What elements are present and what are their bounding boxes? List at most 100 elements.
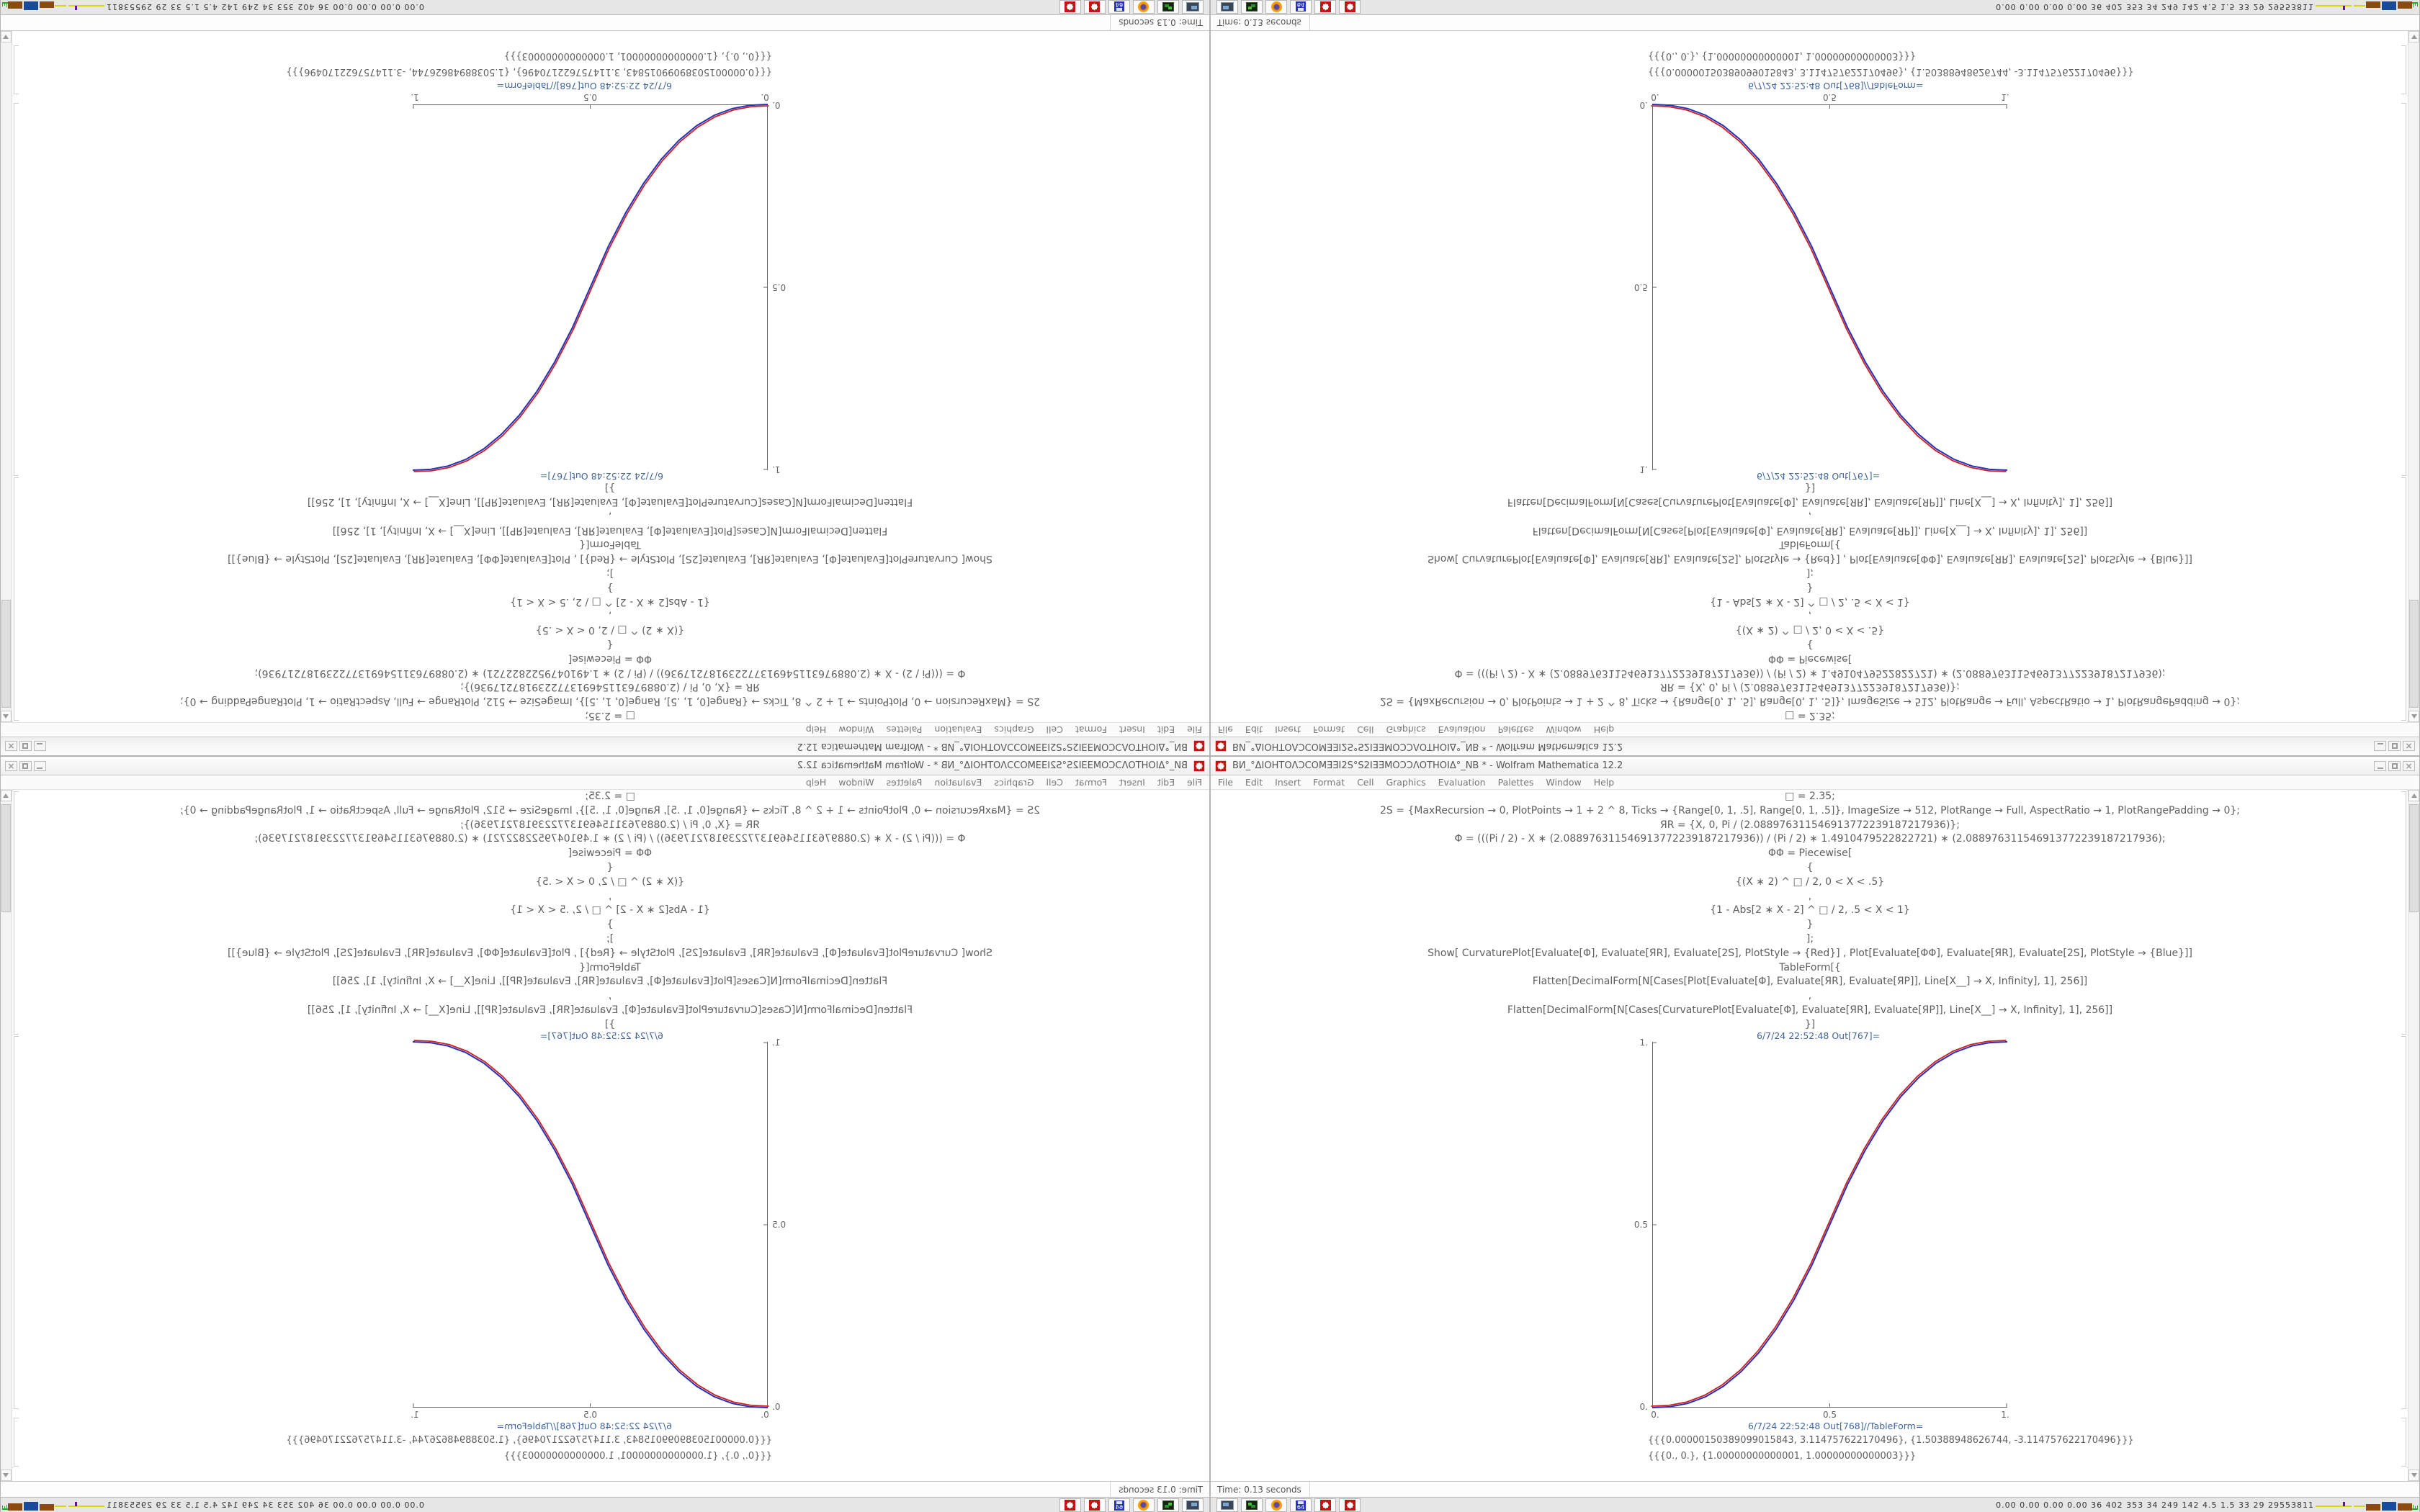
input-cell-line[interactable]: TableForm[{ — [579, 539, 641, 551]
minimize-button[interactable] — [2374, 741, 2386, 752]
input-cell-line[interactable]: TableForm[{ — [579, 961, 641, 973]
window-titlebar[interactable]: ВИ_°ΔIOHTOΛƆCOMƎƎI2S°S2IƎƎMOƆƆΛOTHOIΔ°_N… — [1211, 757, 2419, 775]
menu-cell[interactable]: Cell — [1046, 777, 1063, 788]
menu-edit[interactable]: Edit — [1157, 724, 1175, 735]
menu-graphics[interactable]: Graphics — [1386, 777, 1426, 788]
menu-file[interactable]: File — [1187, 777, 1202, 788]
taskbar-mathematica-button[interactable] — [1084, 1498, 1106, 1512]
input-cell-line[interactable]: Flatten[DecimalForm[N[Cases[Plot[Evaluat… — [332, 524, 888, 536]
taskbar-emulator-button[interactable] — [1241, 1498, 1263, 1512]
input-cell-line[interactable]: {1 - Abs[2 ∗ X - 2] ^ □ / 2, .5 < X < 1} — [510, 595, 710, 608]
input-cell-line[interactable]: 2S = {MaxRecursion → 0, PlotPoints → 1 +… — [1380, 696, 2240, 708]
input-cell-line[interactable]: ΦΦ = Piecewise[ — [1767, 652, 1852, 665]
input-cell-line[interactable]: } — [1806, 581, 1814, 593]
scroll-down-button[interactable] — [2408, 31, 2419, 42]
input-cell-line[interactable]: , — [1808, 510, 1812, 522]
menu-help[interactable]: Help — [805, 724, 827, 735]
input-cell[interactable]: □ = 2.35; 2S = {MaxRecursion → 0, PlotPo… — [11, 480, 1209, 722]
menu-graphics[interactable]: Graphics — [994, 777, 1034, 788]
window-titlebar[interactable]: ВИ_°ΔIOHTOΛƆCOMƎƎI2S°S2IƎƎMOƆƆΛOTHOIΔ°_N… — [1211, 737, 2419, 755]
menu-format[interactable]: Format — [1313, 777, 1345, 788]
input-cell-line[interactable]: Φ = (((Pi / 2) - X ∗ (2.0889763115469137… — [254, 667, 966, 679]
scroll-down-button[interactable] — [2408, 1470, 2419, 1481]
cell-bracket-table[interactable] — [2401, 45, 2406, 94]
menu-palettes[interactable]: Palettes — [886, 777, 923, 788]
menu-help[interactable]: Help — [805, 777, 827, 788]
scrollbar-thumb[interactable] — [1, 600, 11, 708]
menu-edit[interactable]: Edit — [1157, 777, 1175, 788]
menu-edit[interactable]: Edit — [1245, 777, 1263, 788]
menu-graphics[interactable]: Graphics — [1386, 724, 1426, 735]
input-cell-line[interactable]: } — [606, 919, 614, 931]
taskbar-emulator-button[interactable] — [1157, 0, 1179, 14]
input-cell-line[interactable]: ΦΦ = Piecewise[ — [1767, 847, 1852, 860]
cell-bracket-input[interactable] — [14, 477, 19, 721]
close-button[interactable]: × — [5, 741, 17, 752]
input-cell-line[interactable]: }] — [1804, 1018, 1816, 1030]
input-cell-line[interactable]: ЯR = {X, 0, Pi / (2.08897631154691377223… — [460, 819, 761, 831]
taskbar-terminal-button[interactable] — [1216, 0, 1238, 14]
close-button[interactable]: × — [2403, 741, 2415, 752]
input-cell-line[interactable]: { — [1806, 861, 1814, 873]
cell-bracket-plot[interactable] — [2401, 1036, 2406, 1409]
input-cell-line[interactable]: }] — [604, 482, 616, 494]
minimize-button[interactable] — [34, 741, 46, 752]
input-cell-line[interactable]: } — [1806, 919, 1814, 931]
input-cell-line[interactable]: TableForm[{ — [1779, 539, 1841, 551]
scroll-up-button[interactable] — [1, 790, 12, 801]
input-cell[interactable]: □ = 2.35; 2S = {MaxRecursion → 0, PlotPo… — [1211, 790, 2409, 1032]
scroll-up-button[interactable] — [1, 711, 12, 722]
menu-format[interactable]: Format — [1313, 724, 1345, 735]
menu-help[interactable]: Help — [1593, 724, 1615, 735]
input-cell-line[interactable]: } — [606, 581, 614, 593]
taskbar-terminal-button[interactable] — [1182, 0, 1204, 14]
input-cell-line[interactable]: { — [606, 639, 614, 651]
menu-file[interactable]: File — [1218, 724, 1233, 735]
cell-bracket-table[interactable] — [14, 45, 19, 94]
menu-edit[interactable]: Edit — [1245, 724, 1263, 735]
menu-help[interactable]: Help — [1593, 777, 1615, 788]
taskbar-mathematica-button-2[interactable] — [1059, 0, 1081, 14]
menu-window[interactable]: Window — [838, 724, 874, 735]
taskbar-mathematica-button[interactable] — [1084, 0, 1106, 14]
maximize-button[interactable] — [2388, 741, 2401, 752]
menu-window[interactable]: Window — [1546, 777, 1582, 788]
close-button[interactable]: × — [5, 760, 17, 771]
taskbar-mathematica-button-2[interactable] — [1339, 1498, 1361, 1512]
input-cell-line[interactable]: {(X ∗ 2) ^ □ / 2, 0 < X < .5} — [535, 624, 685, 636]
menu-graphics[interactable]: Graphics — [994, 724, 1034, 735]
input-cell-line[interactable]: ]; — [606, 932, 614, 945]
input-cell-line[interactable]: , — [1808, 890, 1812, 902]
input-cell-line[interactable]: Flatten[DecimalForm[N[Cases[Plot[Evaluat… — [332, 976, 888, 988]
input-cell-line[interactable]: ]; — [1806, 932, 1814, 945]
menu-file[interactable]: File — [1218, 777, 1233, 788]
input-cell-line[interactable]: }] — [1804, 482, 1816, 494]
vertical-scrollbar[interactable] — [2408, 790, 2419, 1481]
vertical-scrollbar[interactable] — [1, 790, 12, 1481]
input-cell-line[interactable]: □ = 2.35; — [585, 791, 635, 802]
menu-window[interactable]: Window — [838, 777, 874, 788]
input-cell-line[interactable]: { — [1806, 639, 1814, 651]
input-cell-line[interactable]: TableForm[{ — [1779, 961, 1841, 973]
input-cell-line[interactable]: , — [1808, 610, 1812, 622]
input-cell-line[interactable]: □ = 2.35; — [585, 710, 635, 721]
input-cell-line[interactable]: ]; — [606, 567, 614, 580]
menu-evaluation[interactable]: Evaluation — [1438, 777, 1486, 788]
window-titlebar[interactable]: ВИ_°ΔIOHTOΛƆCOMƎƎI2S°S2IƎƎMOƆƆΛOTHOIΔ°_N… — [1, 737, 1209, 755]
taskbar-firefox-button[interactable] — [1265, 0, 1287, 14]
input-cell-line[interactable]: {1 - Abs[2 ∗ X - 2] ^ □ / 2, .5 < X < 1} — [1710, 595, 1910, 608]
menu-cell[interactable]: Cell — [1046, 724, 1063, 735]
cell-bracket-plot[interactable] — [2401, 103, 2406, 476]
taskbar-mathematica-button-2[interactable] — [1059, 1498, 1081, 1512]
scroll-up-button[interactable] — [2408, 711, 2419, 722]
taskbar-mathematica-button[interactable] — [1314, 0, 1336, 14]
menu-file[interactable]: File — [1187, 724, 1202, 735]
input-cell-line[interactable]: Φ = (((Pi / 2) - X ∗ (2.0889763115469137… — [1454, 667, 2166, 679]
input-cell-line[interactable]: Flatten[DecimalForm[N[Cases[Plot[Evaluat… — [1532, 524, 2088, 536]
scrollbar-thumb[interactable] — [1, 804, 11, 912]
taskbar-terminal-button[interactable] — [1216, 1498, 1238, 1512]
input-cell-line[interactable]: , — [1808, 990, 1812, 1002]
taskbar-floppy-button[interactable]: 64 — [1290, 1498, 1312, 1512]
input-cell-line[interactable]: {(X ∗ 2) ^ □ / 2, 0 < X < .5} — [1735, 876, 1885, 888]
scrollbar-thumb[interactable] — [2409, 600, 2419, 708]
